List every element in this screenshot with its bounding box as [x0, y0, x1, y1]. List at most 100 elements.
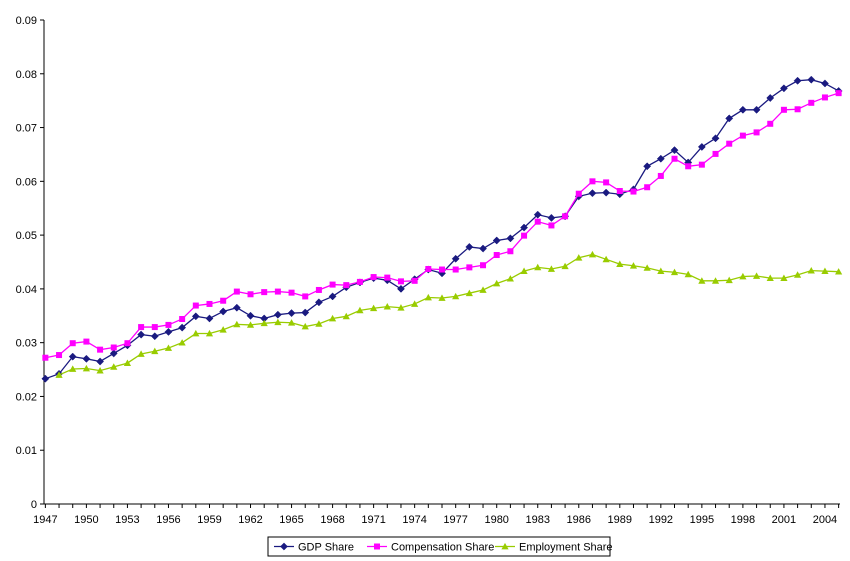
data-point-compensation-share	[220, 297, 227, 304]
data-point-compensation-share	[384, 274, 391, 281]
data-point-gdp-share	[766, 94, 775, 102]
y-tick-label: 0.03	[16, 338, 37, 350]
x-tick-label: 1968	[320, 514, 344, 526]
x-tick-label: 1953	[115, 514, 139, 526]
data-point-gdp-share	[643, 162, 652, 171]
data-point-gdp-share	[656, 154, 665, 163]
data-point-employment-share	[246, 321, 255, 328]
data-point-compensation-share	[179, 316, 186, 323]
data-point-compensation-share	[780, 106, 787, 113]
data-point-employment-share	[82, 364, 90, 372]
data-point-compensation-share	[671, 155, 678, 162]
data-point-employment-share	[274, 318, 282, 326]
legend-box	[267, 536, 611, 557]
data-point-employment-share	[55, 371, 63, 378]
data-point-compensation-share	[726, 140, 733, 147]
data-point-gdp-share	[506, 234, 515, 243]
y-tick-label: 0.06	[16, 176, 37, 188]
y-tick-label: 0.02	[16, 391, 37, 403]
data-point-compensation-share	[452, 266, 459, 273]
data-point-compensation-share	[397, 278, 404, 285]
series-compensation-share	[42, 90, 842, 361]
series-layer	[41, 75, 843, 383]
data-point-compensation-share	[56, 352, 63, 359]
y-tick-label: 0	[31, 499, 37, 511]
data-point-employment-share	[493, 279, 501, 287]
data-point-gdp-share	[807, 75, 816, 84]
legend-swatch-marker	[501, 542, 509, 550]
data-point-employment-share	[547, 265, 556, 272]
data-point-gdp-share	[314, 298, 323, 307]
data-point-gdp-share	[41, 374, 50, 383]
data-point-compensation-share	[302, 293, 309, 300]
data-point-compensation-share	[521, 232, 528, 239]
legend-label: Compensation Share	[391, 542, 494, 554]
data-point-employment-share	[670, 268, 679, 276]
data-point-employment-share	[506, 275, 514, 282]
data-point-compensation-share	[192, 302, 199, 309]
data-point-employment-share	[452, 292, 460, 300]
data-point-employment-share	[684, 270, 692, 278]
data-point-employment-share	[588, 250, 597, 258]
data-point-compensation-share	[644, 184, 651, 191]
data-point-compensation-share	[69, 340, 76, 347]
data-point-employment-share	[520, 267, 528, 275]
data-point-employment-share	[479, 286, 487, 293]
data-point-compensation-share	[657, 172, 664, 179]
data-point-compensation-share	[343, 282, 350, 289]
data-point-compensation-share	[110, 344, 117, 351]
data-point-gdp-share	[738, 105, 747, 114]
legend-swatch-marker	[374, 543, 380, 550]
data-point-gdp-share	[779, 84, 788, 93]
x-tick-label: 2004	[813, 514, 837, 526]
data-point-compensation-share	[589, 178, 596, 185]
data-point-compensation-share	[124, 340, 131, 347]
data-point-compensation-share	[411, 277, 418, 284]
data-point-gdp-share	[397, 284, 405, 293]
data-point-employment-share	[629, 262, 638, 269]
data-point-gdp-share	[533, 210, 542, 219]
x-tick-label: 1983	[525, 514, 549, 526]
data-point-employment-share	[260, 319, 268, 327]
data-point-compensation-share	[767, 120, 774, 127]
data-point-compensation-share	[97, 346, 104, 353]
x-tick-label: 1995	[690, 514, 714, 526]
x-tick-label: 1998	[731, 514, 755, 526]
data-point-employment-share	[110, 363, 118, 370]
data-point-compensation-share	[315, 286, 322, 293]
data-point-gdp-share	[191, 312, 200, 321]
data-point-gdp-share	[492, 236, 501, 245]
data-point-compensation-share	[247, 291, 254, 298]
data-point-compensation-share	[138, 324, 145, 331]
legend-item-employment-share: Employment Share	[495, 542, 613, 554]
data-point-employment-share	[766, 274, 774, 282]
y-tick-label: 0.09	[16, 15, 37, 27]
data-point-employment-share	[465, 289, 473, 297]
data-point-compensation-share	[83, 338, 90, 345]
series-employment-share	[55, 250, 843, 378]
data-point-compensation-share	[630, 188, 637, 195]
data-point-gdp-share	[520, 223, 529, 232]
data-point-employment-share	[698, 277, 706, 284]
data-point-gdp-share	[451, 254, 460, 263]
data-point-gdp-share	[205, 314, 214, 323]
data-point-gdp-share	[547, 213, 556, 222]
x-tick-label: 1962	[238, 514, 262, 526]
legend: GDP Share Compensation Share Employment Sh…	[267, 536, 613, 557]
data-point-gdp-share	[725, 114, 734, 123]
y-tick-label: 0.01	[16, 445, 37, 457]
data-point-employment-share	[69, 365, 77, 372]
data-point-employment-share	[807, 267, 815, 274]
data-point-employment-share	[397, 304, 405, 311]
data-point-compensation-share	[821, 94, 828, 101]
x-tick-label: 1950	[74, 514, 98, 526]
y-tick-label: 0.07	[16, 123, 37, 135]
data-point-compensation-share	[739, 132, 746, 139]
data-point-employment-share	[711, 277, 720, 284]
data-point-gdp-share	[82, 354, 91, 363]
data-point-employment-share	[287, 319, 296, 326]
y-tick-label: 0.08	[16, 69, 37, 81]
legend-label: Employment Share	[519, 542, 613, 554]
data-point-employment-share	[725, 276, 733, 284]
